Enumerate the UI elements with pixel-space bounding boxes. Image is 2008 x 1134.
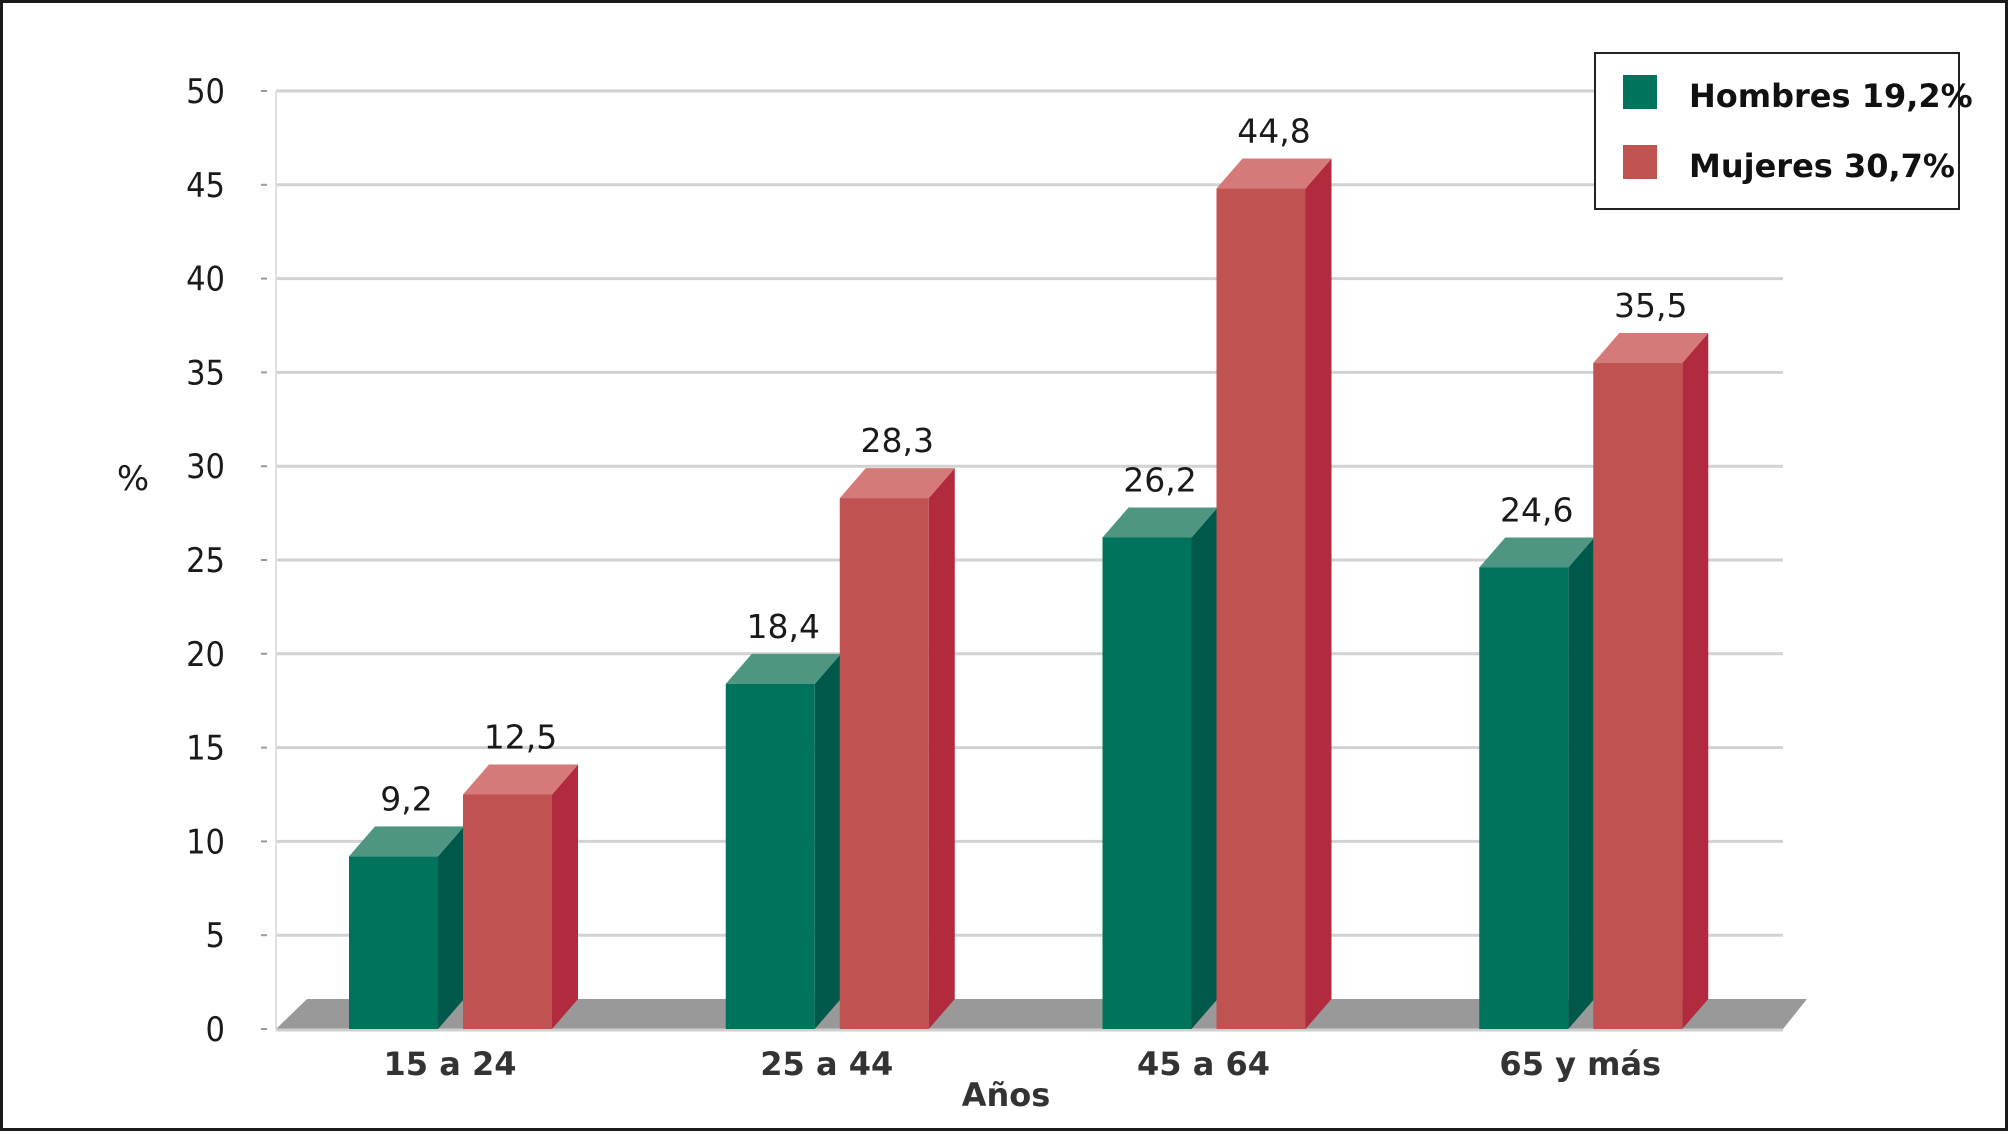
legend-swatch-mujeres [1623, 145, 1657, 179]
legend-label-mujeres: Mujeres 30,7% [1689, 147, 1955, 185]
bar-top [1479, 537, 1595, 568]
y-tick-label: 35 [186, 353, 225, 393]
y-tick-label: 40 [186, 260, 225, 300]
bar-side [1682, 333, 1709, 1029]
bar-hombres-2 [725, 653, 841, 1029]
bar-top [1102, 507, 1218, 538]
bar-side [552, 764, 578, 1029]
x-tick-label-1: 15 a 24 [384, 1045, 517, 1083]
legend-label-hombres: Hombres 19,2% [1689, 77, 1973, 115]
bars [349, 158, 1709, 1029]
bar-front [349, 856, 438, 1029]
bar-mujeres-3 [1216, 158, 1332, 1029]
bar-hombres-1 [349, 826, 464, 1029]
bar-front [725, 683, 815, 1029]
y-tick-label: 45 [186, 166, 225, 206]
x-axis-title: Años [962, 1076, 1051, 1114]
y-tick-label: 5 [206, 916, 225, 956]
chart-floor [276, 999, 1807, 1032]
bar-front [1593, 363, 1683, 1029]
y-tick-label: 25 [186, 541, 225, 581]
bar-top [1216, 158, 1332, 189]
value-label-hombres-3: 26,2 [1123, 460, 1196, 499]
bar-front [1102, 537, 1192, 1029]
x-axis-categories: 15 a 24 25 a 44 45 a 64 65 y más [384, 1045, 1662, 1083]
y-tick-label: 30 [186, 447, 225, 487]
floor-plane [276, 999, 1807, 1029]
bar-front [1216, 188, 1306, 1029]
value-label-mujeres-2: 28,3 [861, 421, 934, 460]
x-tick-label-3: 45 a 64 [1137, 1045, 1270, 1083]
value-label-hombres-1: 9,2 [380, 779, 432, 818]
bar-side [438, 826, 464, 1029]
bar-side [928, 468, 955, 1029]
bar-hombres-4 [1479, 537, 1595, 1029]
bar-side [1305, 158, 1332, 1029]
legend: Hombres 19,2% Mujeres 30,7% [1594, 52, 1973, 210]
y-tick-label: 0 [206, 1010, 225, 1050]
value-label-hombres-4: 24,6 [1500, 491, 1573, 530]
x-tick-label-2: 25 a 44 [760, 1045, 893, 1083]
y-tick-label: 20 [186, 635, 225, 675]
value-labels: 9,2 12,5 18,4 28,3 26,2 44,8 24,6 35,5 [380, 112, 1687, 819]
y-tick-label: 15 [186, 729, 225, 769]
value-label-mujeres-3: 44,8 [1237, 112, 1310, 151]
bar-front [839, 498, 929, 1029]
bar-top [349, 826, 464, 857]
y-axis-ticks: 0 5 10 15 20 25 30 35 40 45 50 [186, 72, 267, 1050]
bar-top [839, 468, 955, 499]
bar-side [1191, 507, 1218, 1029]
legend-swatch-hombres [1623, 75, 1657, 109]
bar-top [1593, 333, 1709, 364]
bar-side [1568, 537, 1595, 1029]
bar-side [814, 653, 841, 1029]
x-tick-label-4: 65 y más [1499, 1045, 1661, 1083]
bar-hombres-3 [1102, 507, 1218, 1029]
bar-front [463, 794, 552, 1029]
value-label-mujeres-1: 12,5 [484, 718, 557, 757]
y-tick-label: 50 [186, 72, 225, 112]
y-axis-title: % [117, 459, 149, 499]
bar-chart: 0 5 10 15 20 25 30 35 40 45 50 9,2 12,5 18,4 28,3 26,2… [117, 52, 1973, 1114]
bar-mujeres-1 [463, 764, 578, 1029]
bar-top [463, 764, 578, 795]
value-label-hombres-2: 18,4 [747, 607, 820, 646]
bar-mujeres-2 [839, 468, 955, 1029]
value-label-mujeres-4: 35,5 [1614, 286, 1687, 325]
bar-mujeres-4 [1593, 333, 1709, 1029]
bar-front [1479, 567, 1569, 1029]
bar-top [725, 653, 841, 684]
y-tick-label: 10 [186, 822, 225, 862]
